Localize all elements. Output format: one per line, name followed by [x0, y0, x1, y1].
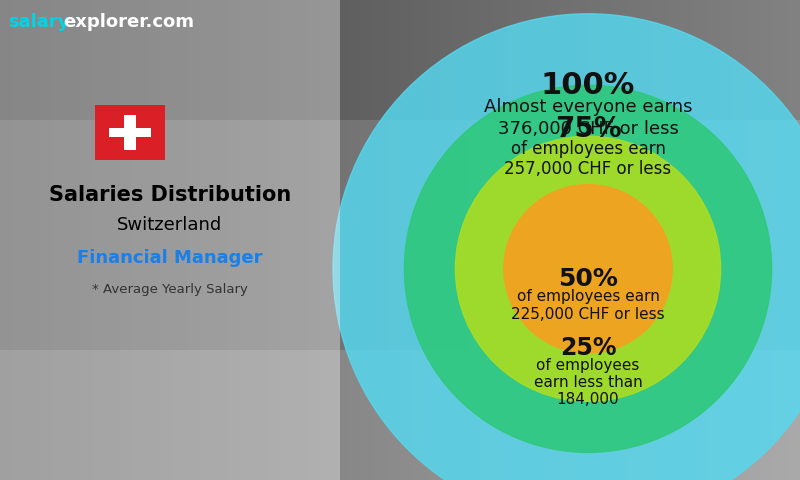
- Text: of employees earn: of employees earn: [510, 140, 666, 157]
- Text: Salaries Distribution: Salaries Distribution: [49, 185, 291, 205]
- FancyBboxPatch shape: [0, 0, 340, 480]
- Circle shape: [504, 185, 672, 353]
- Text: 75%: 75%: [554, 115, 622, 143]
- Text: Almost everyone earns: Almost everyone earns: [484, 98, 692, 116]
- Circle shape: [405, 85, 771, 452]
- FancyBboxPatch shape: [109, 128, 151, 137]
- Text: 257,000 CHF or less: 257,000 CHF or less: [505, 160, 671, 178]
- FancyBboxPatch shape: [95, 105, 165, 160]
- FancyBboxPatch shape: [125, 115, 135, 150]
- Text: 376,000 CHF or less: 376,000 CHF or less: [498, 120, 678, 138]
- Text: of employees: of employees: [536, 358, 640, 373]
- Text: 225,000 CHF or less: 225,000 CHF or less: [511, 307, 665, 322]
- Text: 25%: 25%: [560, 336, 616, 360]
- Circle shape: [333, 14, 800, 480]
- Text: of employees earn: of employees earn: [517, 289, 659, 304]
- Text: 184,000: 184,000: [557, 392, 619, 407]
- Text: * Average Yearly Salary: * Average Yearly Salary: [92, 284, 248, 297]
- Text: explorer.com: explorer.com: [63, 13, 194, 31]
- Text: Financial Manager: Financial Manager: [78, 249, 262, 267]
- Text: 100%: 100%: [541, 71, 635, 100]
- Text: Switzerland: Switzerland: [118, 216, 222, 234]
- Text: 50%: 50%: [558, 267, 618, 291]
- Text: salary: salary: [8, 13, 70, 31]
- Text: earn less than: earn less than: [534, 375, 642, 390]
- Circle shape: [455, 136, 721, 401]
